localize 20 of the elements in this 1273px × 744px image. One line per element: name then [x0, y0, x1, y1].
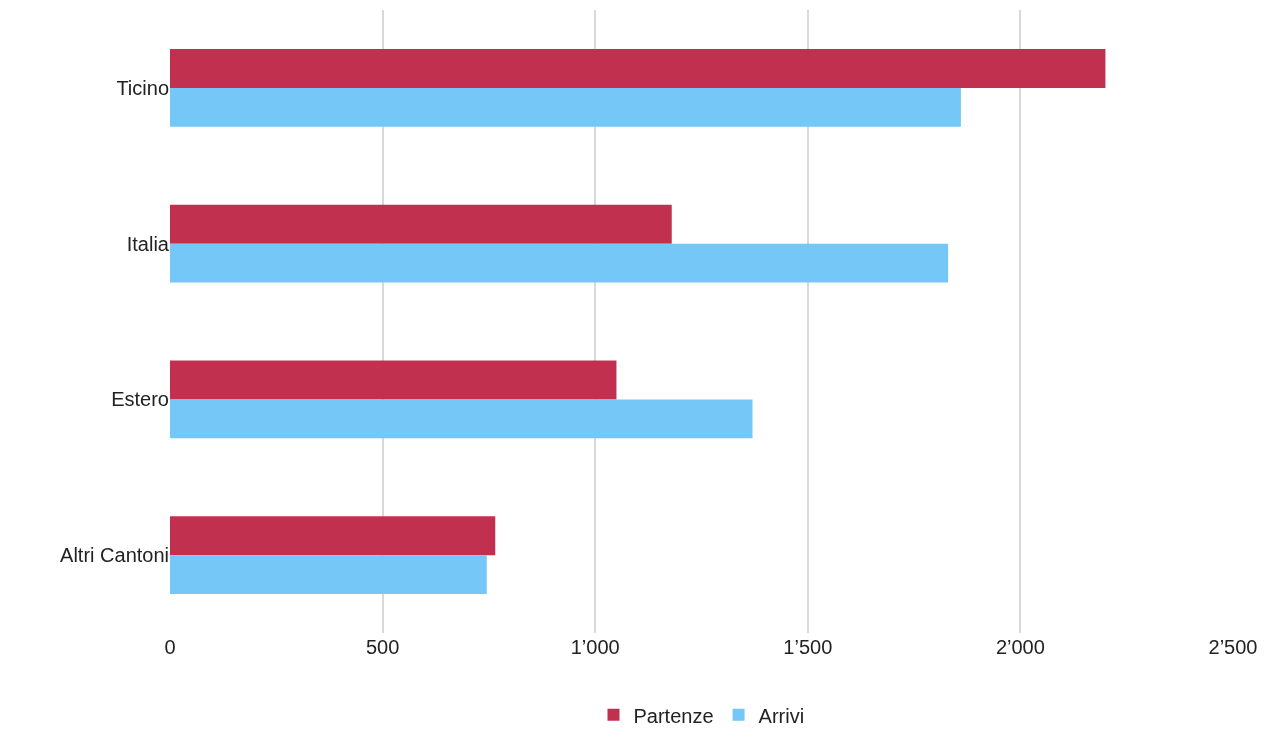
- bar: [170, 360, 617, 400]
- y-tick-label: Ticino: [116, 76, 169, 99]
- x-tick-label: 2’000: [995, 636, 1045, 658]
- legend-label: Partenze: [633, 704, 714, 727]
- legend-label: Arrivi: [758, 704, 805, 727]
- x-tick-label: 500: [365, 636, 400, 658]
- bar: [170, 243, 949, 283]
- y-tick-label: Estero: [111, 388, 169, 411]
- x-tick-label: 1’500: [783, 636, 833, 658]
- x-tick-label: 2’500: [1208, 636, 1258, 658]
- x-tick-label: 0: [164, 636, 176, 658]
- bar: [170, 516, 496, 556]
- bar: [170, 87, 961, 127]
- bar: [170, 48, 1106, 88]
- bar: [170, 399, 753, 439]
- y-tick-label: Altri Cantoni: [60, 544, 169, 567]
- y-tick-label: Italia: [126, 232, 170, 255]
- bar: [170, 555, 487, 595]
- bar: [170, 204, 672, 244]
- x-tick-label: 1’000: [570, 636, 620, 658]
